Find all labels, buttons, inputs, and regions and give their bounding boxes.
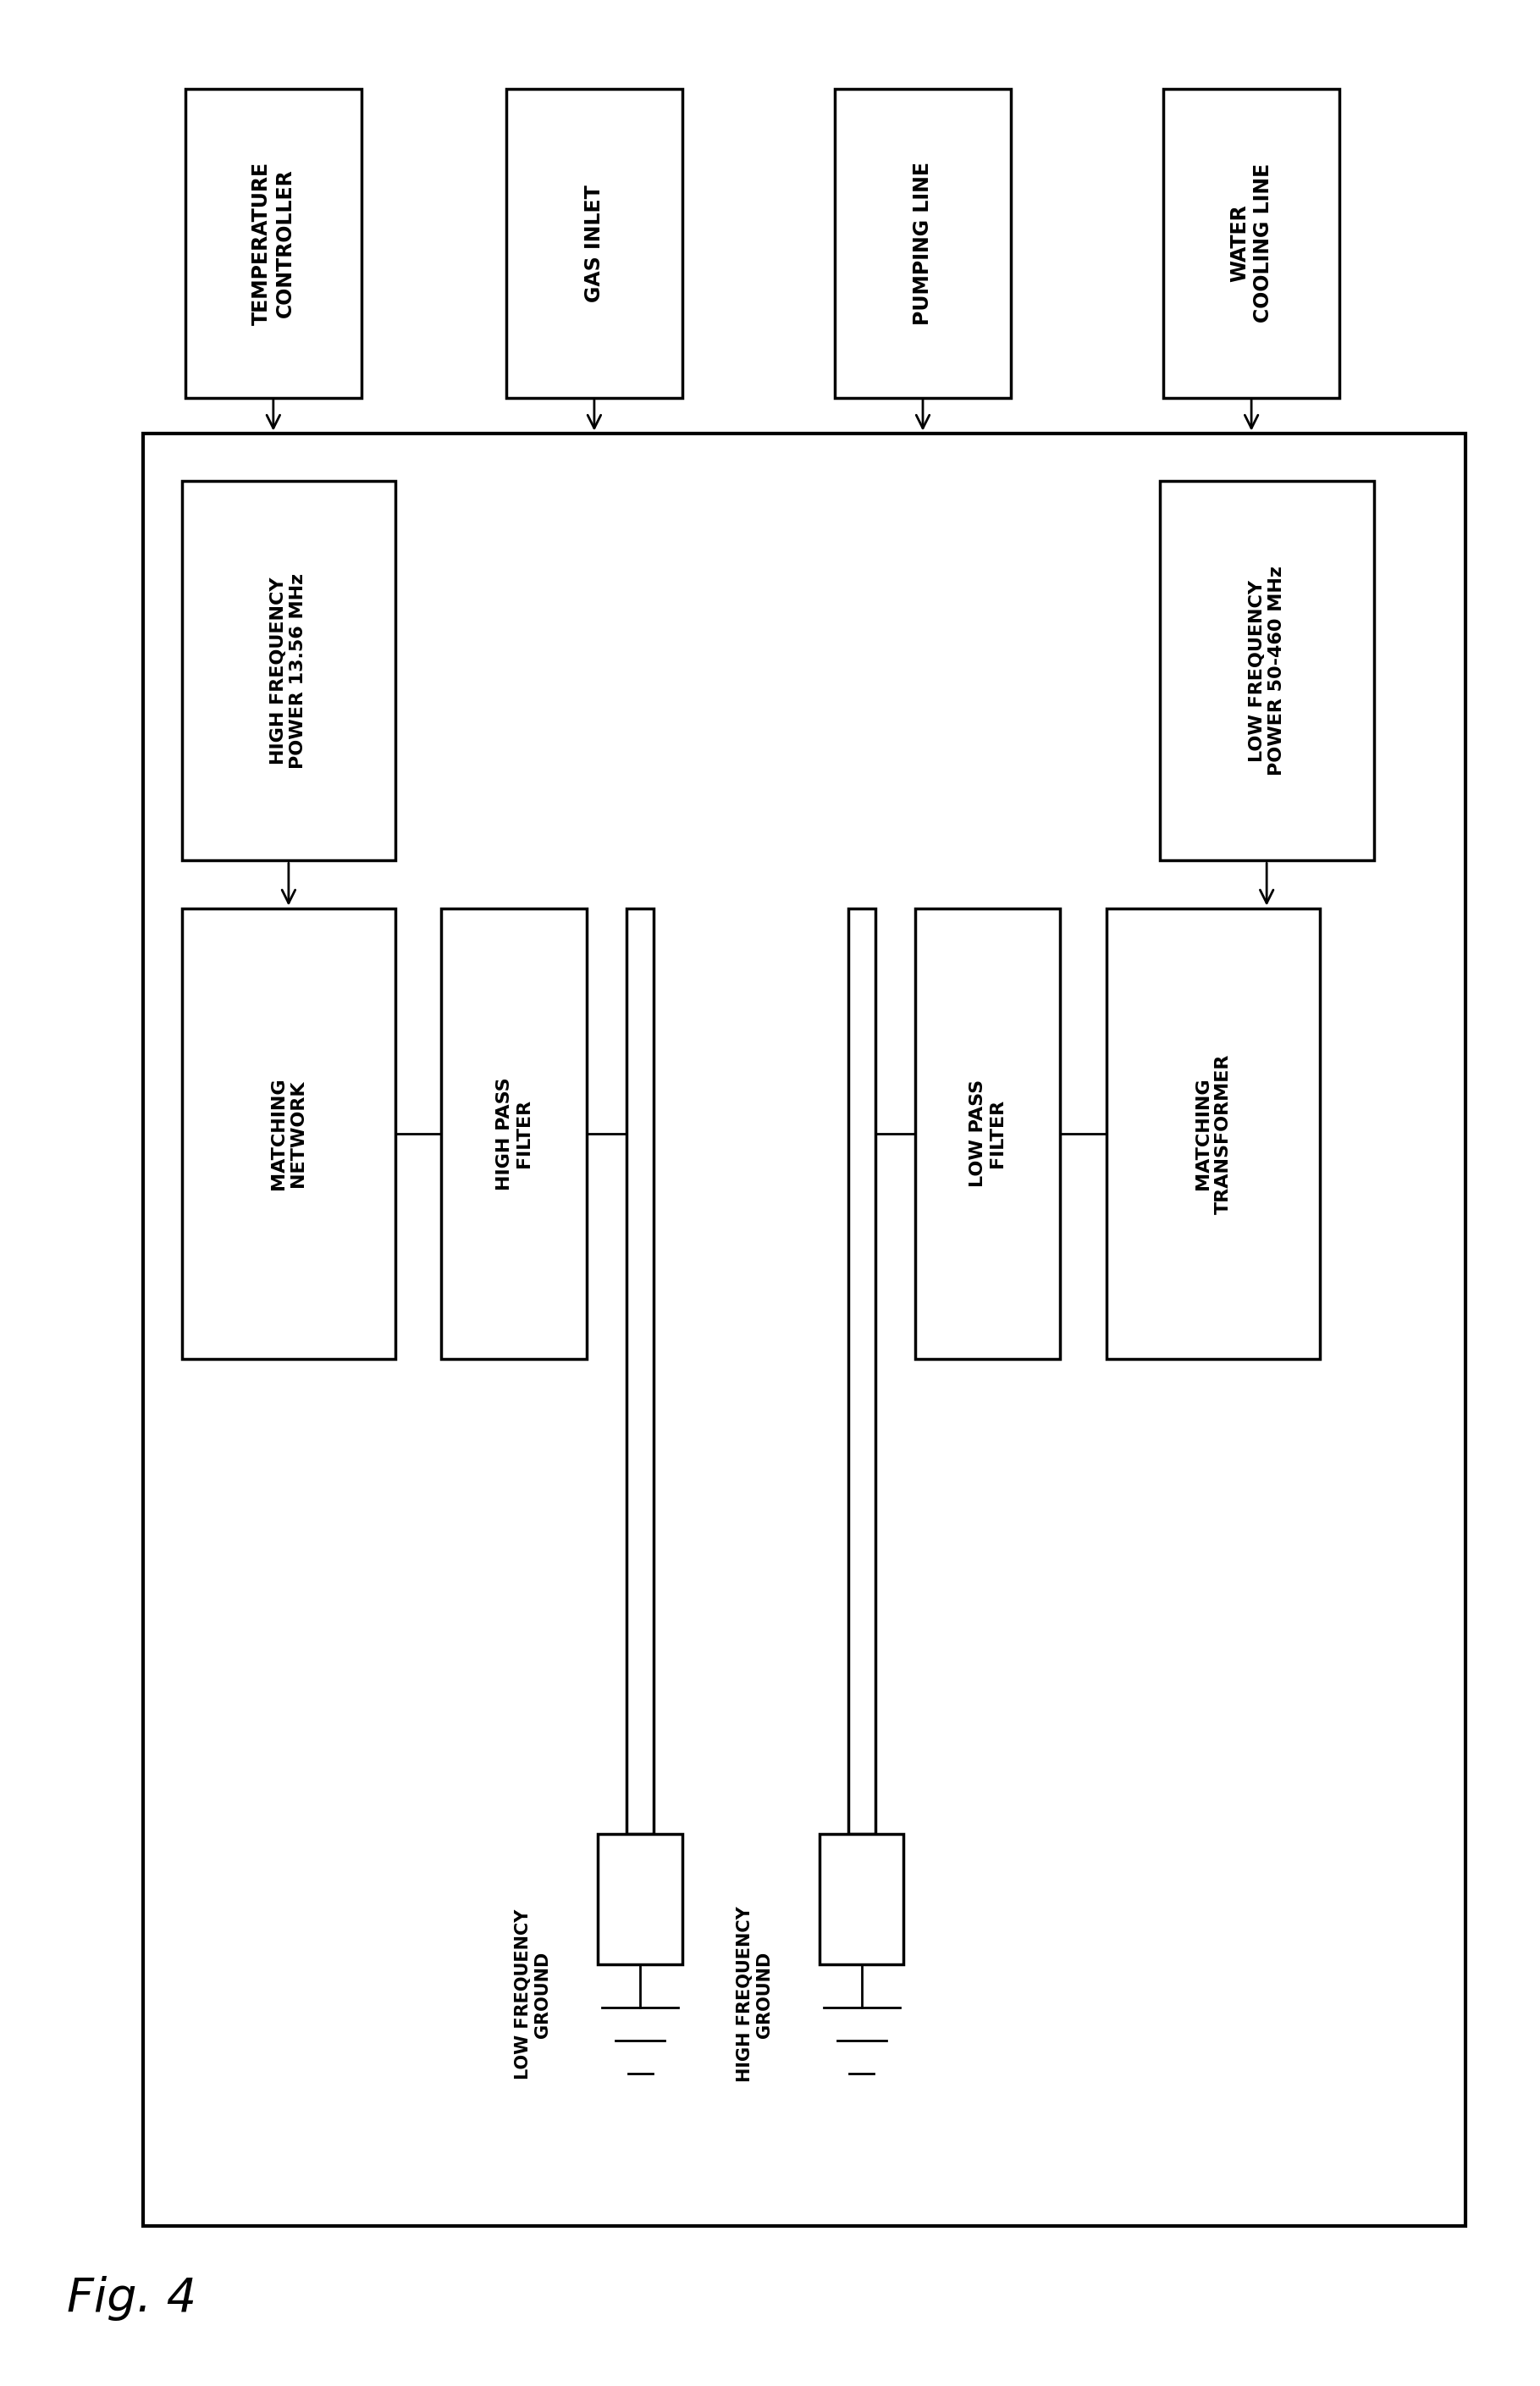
Bar: [627, 909, 654, 1835]
Text: Fig. 4: Fig. 4: [68, 2276, 197, 2322]
Text: LOW PASS
FILTER: LOW PASS FILTER: [970, 1081, 1006, 1188]
Bar: [1164, 88, 1340, 398]
Bar: [182, 909, 396, 1360]
Bar: [182, 480, 396, 861]
Bar: [442, 909, 587, 1360]
Bar: [849, 909, 875, 1835]
Text: HIGH FREQUENCY
POWER 13.56 MHz: HIGH FREQUENCY POWER 13.56 MHz: [271, 573, 306, 768]
Text: WATER
COOLING LINE: WATER COOLING LINE: [1229, 165, 1274, 322]
Bar: [185, 88, 362, 398]
Text: PUMPING LINE: PUMPING LINE: [913, 162, 933, 324]
Bar: [1160, 480, 1374, 861]
Bar: [507, 88, 682, 398]
Bar: [598, 1835, 682, 1964]
Bar: [915, 909, 1061, 1360]
Text: TEMPERATURE
CONTROLLER: TEMPERATURE CONTROLLER: [251, 162, 296, 324]
Text: LOW FREQUENCY
POWER 50-460 MHz: LOW FREQUENCY POWER 50-460 MHz: [1249, 565, 1284, 775]
Text: HIGH PASS
FILTER: HIGH PASS FILTER: [496, 1076, 533, 1191]
Bar: [835, 88, 1010, 398]
Text: GAS INLET: GAS INLET: [584, 184, 604, 303]
Text: MATCHING
TRANSFORMER: MATCHING TRANSFORMER: [1195, 1055, 1232, 1214]
Text: LOW FREQUENCY
GROUND: LOW FREQUENCY GROUND: [514, 1909, 551, 2081]
Text: MATCHING
NETWORK: MATCHING NETWORK: [271, 1078, 306, 1191]
Text: HIGH FREQUENCY
GROUND: HIGH FREQUENCY GROUND: [736, 1906, 773, 2083]
Bar: [143, 434, 1466, 2226]
Bar: [819, 1835, 904, 1964]
Bar: [1106, 909, 1320, 1360]
